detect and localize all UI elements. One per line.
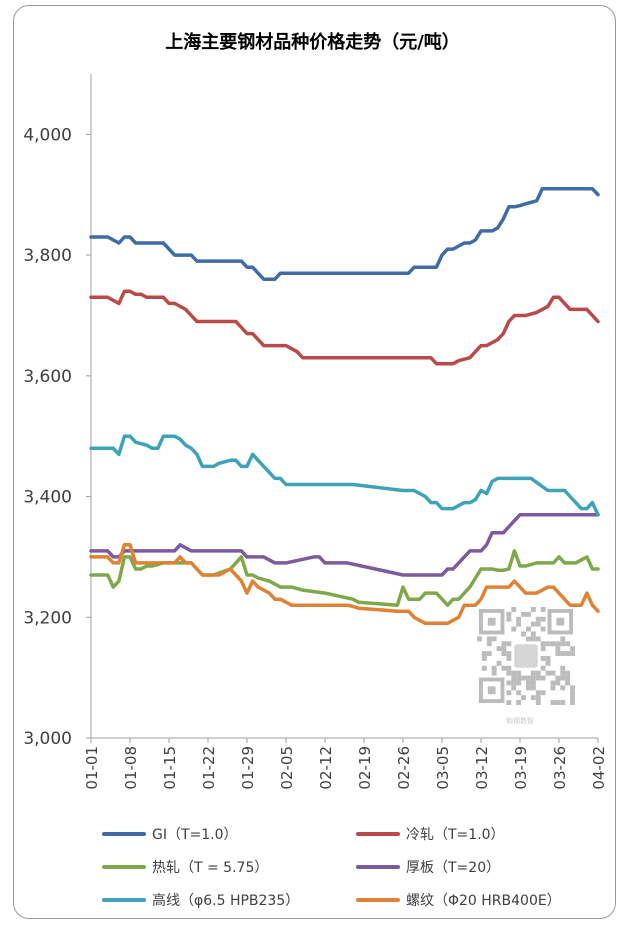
series-line-1 (89, 186, 600, 281)
x-tick-label: 01-01 (83, 746, 101, 790)
qr-code-icon (477, 607, 575, 705)
y-tick-label: 4,000 (23, 125, 72, 145)
x-tick-label: 04-02 (590, 746, 608, 790)
y-tick-label: 3,200 (23, 608, 72, 628)
x-tick-label: 03-19 (512, 746, 530, 790)
x-tick-label: 02-05 (278, 746, 296, 790)
y-tick-label: 3,000 (23, 729, 72, 749)
legend-label-6: 螺纹（Φ20 HRB400E） (406, 893, 561, 909)
x-tick-label: 03-05 (434, 746, 452, 790)
x-tick-label: 01-15 (161, 746, 179, 790)
y-tick-label: 3,400 (23, 488, 72, 508)
x-tick-label: 01-29 (239, 746, 257, 790)
legend-label-2: 冷轧（T=1.0） (406, 827, 505, 843)
x-tick-label: 03-26 (551, 746, 569, 790)
series-line-3 (89, 549, 600, 607)
y-tick-label: 3,800 (23, 246, 72, 266)
chart-title: 上海主要钢材品种价格走势（元/吨） (165, 32, 460, 53)
legend-label-3: 热轧（T = 5.75） (152, 860, 268, 876)
x-tick-label: 01-08 (122, 746, 140, 790)
x-tick-label: 03-12 (473, 746, 491, 790)
x-tick-label: 02-26 (395, 746, 413, 790)
series-line-5 (89, 434, 600, 517)
x-tick-label: 01-22 (200, 746, 218, 790)
series-line-6 (89, 543, 600, 626)
legend-label-1: GI（T=1.0） (152, 827, 238, 843)
x-tick-label: 02-12 (317, 746, 335, 790)
y-tick-label: 3,600 (23, 367, 72, 387)
legend-label-4: 厚板（T=20） (406, 860, 500, 876)
series-line-4 (89, 512, 600, 577)
series-line-2 (89, 289, 600, 366)
x-tick-label: 02-19 (356, 746, 374, 790)
chart-frame (13, 5, 616, 919)
watermark-caption: 和钢数智 (506, 717, 534, 725)
legend-label-5: 高线（φ6.5 HPB235） (152, 892, 299, 909)
